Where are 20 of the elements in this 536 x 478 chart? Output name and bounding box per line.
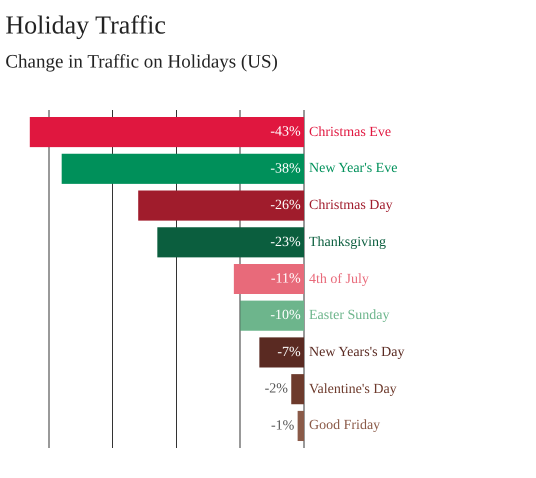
- data-label: -26%: [270, 198, 301, 214]
- data-label: -43%: [270, 124, 301, 140]
- chart-subtitle: Change in Traffic on Holidays (US): [5, 51, 278, 72]
- y-tick-label: New Year's Eve: [309, 161, 398, 176]
- y-tick-label: Easter Sunday: [309, 308, 390, 323]
- data-label: -1%: [270, 418, 295, 434]
- data-label: -11%: [270, 272, 301, 286]
- y-tick-label: Good Friday: [309, 418, 380, 433]
- y-tick-label: Christmas Day: [309, 198, 393, 213]
- data-label: -10%: [270, 308, 301, 324]
- data-label: -2%: [264, 382, 288, 397]
- y-tick-label: Valentine's Day: [309, 382, 397, 397]
- y-tick-label: New Years's Day: [309, 345, 404, 360]
- chart-title: Holiday Traffic: [5, 10, 166, 40]
- data-label: -38%: [270, 161, 301, 176]
- y-tick-label: Thanksgiving: [309, 235, 386, 250]
- y-tick-label: 4th of July: [309, 272, 369, 287]
- data-label: -23%: [270, 234, 301, 250]
- data-label: -7%: [277, 344, 301, 360]
- y-tick-label: Christmas Eve: [309, 125, 392, 140]
